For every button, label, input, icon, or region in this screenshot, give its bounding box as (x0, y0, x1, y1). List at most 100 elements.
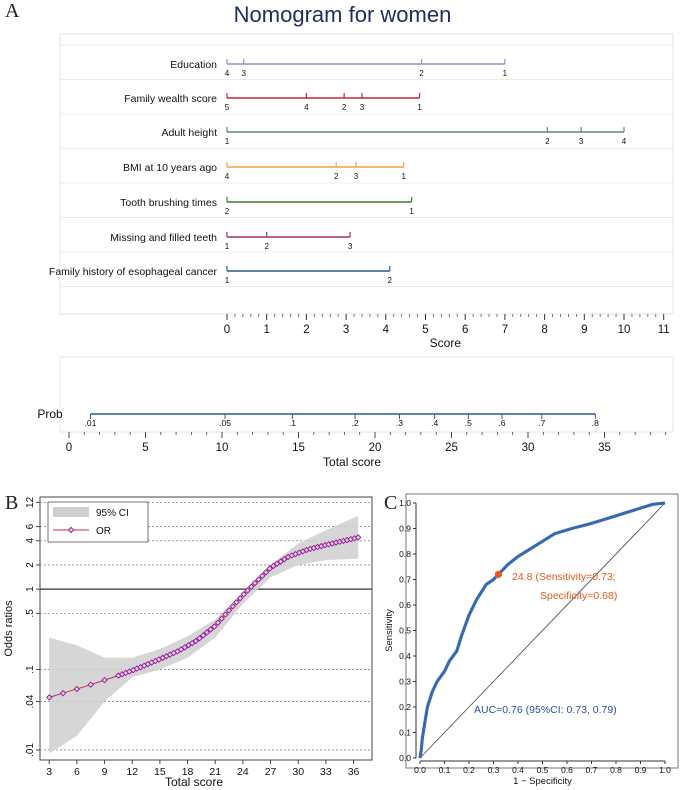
reference-diagonal (419, 502, 666, 759)
total-score-plot-area (59, 356, 674, 433)
score-tick-label: 4 (383, 324, 390, 336)
prob-tick-label: .4 (431, 418, 438, 428)
or-marker (196, 635, 203, 642)
prob-tick-label: .01 (85, 418, 97, 428)
total-tick-label: 15 (292, 442, 305, 454)
x-tick-label: 3 (46, 766, 52, 778)
or-marker (207, 626, 214, 633)
total-tick-label: 20 (369, 442, 382, 454)
y-tick-label: 0.6 (399, 600, 411, 610)
panel-label-c: C (384, 492, 398, 514)
score-tick-label: 8 (541, 324, 547, 336)
x-tick-label: 9 (102, 766, 108, 778)
x-tick-label: 33 (320, 766, 332, 778)
level-label: 2 (264, 242, 269, 251)
level-label: 1 (503, 69, 508, 78)
nomogram-chart: Education 4 3 2 1 Family wealth score 5 4 2 3 1 Adu… (37, 33, 674, 469)
x-tick-label: 0.6 (561, 765, 573, 775)
legend-ci-swatch (53, 507, 89, 517)
level-label: 5 (225, 103, 230, 112)
x-tick-label: 12 (126, 766, 138, 778)
total-tick-label: 25 (445, 442, 458, 454)
or-marker (214, 619, 222, 626)
or-marker (225, 607, 233, 614)
or-marker (247, 583, 255, 591)
or-marker (259, 572, 266, 580)
total-axis-label: Total score (323, 455, 381, 469)
level-label: 2 (419, 69, 424, 78)
legend-or-marker (67, 526, 75, 534)
y-tick-label: 1.0 (399, 498, 411, 508)
level-label: 2 (342, 103, 347, 112)
prob-tick-label: .6 (498, 418, 505, 428)
level-label: 3 (360, 103, 365, 112)
total-tick-label: 10 (216, 442, 229, 454)
x-tick-label: 15 (154, 766, 166, 778)
or-marker (277, 558, 284, 565)
score-tick-label: 3 (343, 324, 349, 336)
prob-tick-label: .1 (289, 418, 296, 428)
level-label: 3 (348, 242, 353, 251)
score-tick-label: 5 (422, 324, 428, 336)
x-tick-label: 30 (292, 766, 304, 778)
variable-label: Missing and filled teeth (110, 232, 217, 244)
level-label: 1 (409, 207, 414, 216)
y-tick-label: 0.9 (399, 524, 411, 534)
or-marker (244, 587, 251, 594)
score-tick-label: 1 (263, 324, 269, 336)
y-tick-label: 12 (25, 496, 36, 508)
level-label: 2 (388, 276, 393, 285)
x-tick-label: 0.0 (414, 765, 426, 775)
or-marker (229, 603, 236, 610)
score-tick-label: 6 (462, 324, 468, 336)
x-tick-label: 0.4 (512, 765, 524, 775)
or-marker (218, 615, 225, 622)
total-tick-label: 0 (66, 442, 72, 454)
level-label: 3 (354, 172, 359, 181)
level-label: 4 (225, 69, 230, 78)
y-tick-label: .1 (25, 665, 36, 674)
y-tick-label: 4 (25, 538, 36, 544)
panel-label-b: B (5, 492, 19, 514)
x-tick-label: 0.2 (463, 765, 475, 775)
y-tick-label: 0.5 (399, 626, 411, 636)
or-marker (192, 637, 200, 645)
y-tick-label: 0.0 (399, 753, 411, 763)
x-axis-label: Total score (165, 775, 223, 789)
or-marker (59, 689, 67, 697)
level-label: 1 (225, 276, 230, 285)
x-tick-label: 0.8 (610, 765, 622, 775)
x-tick-label: 18 (182, 766, 194, 778)
level-label: 4 (304, 103, 309, 112)
score-tick-label: 0 (224, 324, 230, 336)
y-tick-label: .01 (25, 743, 36, 757)
or-marker (233, 599, 240, 606)
or-marker (222, 611, 229, 618)
cutoff-annotation-line1: 24.8 (Sensitivity=0.73; (512, 571, 616, 583)
or-marker (281, 556, 288, 563)
level-label: 1 (417, 103, 422, 112)
or-marker (270, 562, 277, 570)
or-marker (354, 534, 362, 541)
prob-tick-label: .05 (219, 418, 231, 428)
cutoff-annotation-line2: Specificity=0.68) (540, 590, 617, 602)
y-axis-label: Sensitivity (384, 609, 395, 652)
or-marker (273, 560, 281, 567)
x-tick-label: 6 (74, 766, 80, 778)
prob-axis-label: Prob (37, 407, 63, 421)
x-tick-label: 24 (237, 766, 249, 778)
or-marker (240, 591, 248, 598)
total-tick-label: 5 (142, 442, 148, 454)
level-label: 2 (225, 207, 230, 216)
x-tick-label: 0.7 (586, 765, 598, 775)
or-marker (101, 676, 108, 684)
y-tick-label: 1 (25, 586, 36, 592)
level-label: 2 (334, 172, 339, 181)
nomogram-plot-area (59, 33, 674, 315)
or-marker (255, 576, 262, 583)
score-tick-label: 9 (581, 324, 587, 336)
x-tick-label: 0.9 (635, 765, 647, 775)
total-tick-label: 35 (598, 442, 611, 454)
level-label: 1 (225, 137, 230, 146)
